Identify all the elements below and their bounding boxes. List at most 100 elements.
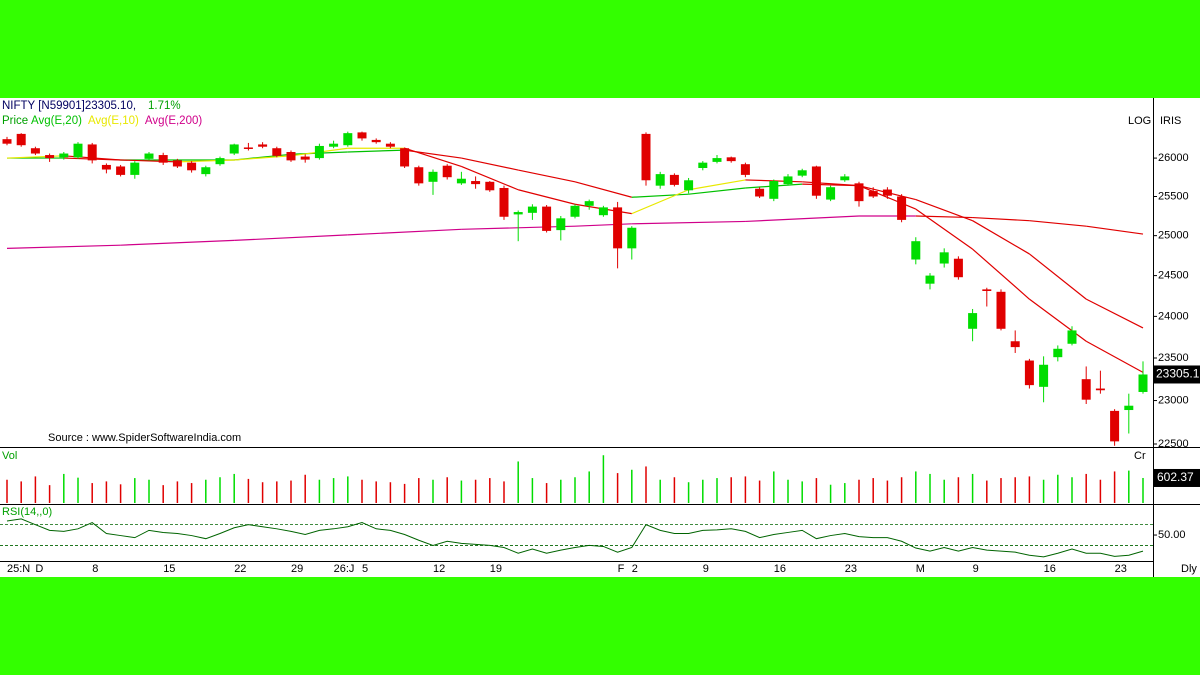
candle-body [428, 171, 438, 182]
x-tick-label: D [35, 563, 43, 575]
candle-body [1053, 348, 1063, 358]
legend-entry: Avg(E,10) [88, 115, 139, 127]
x-tick-label: 9 [973, 563, 979, 575]
candle-body [1138, 374, 1148, 392]
panel-label: IRIS [1160, 115, 1181, 127]
moving-average [631, 193, 689, 198]
candle-body [939, 252, 949, 264]
candle-body [101, 164, 111, 170]
candle-body [400, 148, 410, 167]
volume-bar [574, 477, 576, 503]
x-tick-label: F [618, 563, 625, 575]
frequency-label: Dly [1181, 563, 1197, 575]
candle-body [471, 181, 481, 185]
x-tick-label: 29 [291, 563, 303, 575]
volume-bar [616, 473, 619, 503]
volume-bar [403, 483, 406, 503]
volume-bar [801, 481, 803, 503]
moving-average [1029, 220, 1087, 227]
volume-bar [588, 471, 590, 503]
moving-average [972, 248, 1030, 300]
volume-bar [34, 476, 37, 503]
moving-average [518, 169, 576, 183]
candle-body [329, 143, 339, 147]
volume-bar [205, 479, 207, 503]
moving-average [461, 165, 519, 191]
volume-bar [134, 478, 136, 503]
moving-average [120, 239, 235, 246]
candle-body [627, 227, 637, 249]
candle-body [911, 241, 921, 260]
candle-body [1124, 405, 1134, 411]
moving-average [1029, 298, 1087, 342]
x-tick-label: 23 [845, 563, 857, 575]
candle-body [16, 133, 26, 146]
volume-bar [844, 483, 846, 503]
candle-body [456, 178, 466, 184]
candle-body [797, 170, 807, 176]
volume-bar [347, 476, 349, 503]
volume-bar [304, 474, 306, 503]
volume-bar [148, 479, 150, 503]
volume-value-box [1154, 468, 1200, 487]
volume-bar [1042, 479, 1045, 503]
volume-bar [20, 481, 22, 503]
moving-average [972, 220, 1030, 255]
volume-bar [602, 455, 605, 503]
volume-bar [91, 483, 93, 503]
moving-average [177, 159, 235, 163]
moving-average [915, 208, 973, 250]
moving-average [688, 179, 746, 191]
candle-body [996, 291, 1006, 329]
candle-body [868, 191, 878, 197]
candle-body [414, 167, 424, 184]
volume-bar [219, 477, 221, 503]
candle-body [925, 275, 935, 284]
moving-average [347, 149, 405, 153]
volume-bar [460, 480, 463, 503]
volume-bar [929, 473, 931, 503]
moving-average [461, 157, 519, 171]
candle-body [1067, 330, 1077, 344]
volume-bar [105, 481, 108, 503]
candle-body [769, 181, 779, 199]
x-tick-label: 12 [433, 563, 445, 575]
volume-bar [773, 471, 775, 503]
moving-average [234, 155, 292, 161]
candle-body [258, 144, 268, 147]
y-tick-label: 26000 [1158, 152, 1189, 164]
volume-bar [645, 466, 647, 503]
candle-body [371, 139, 381, 143]
moving-average [688, 187, 746, 195]
volume-bar [702, 479, 704, 503]
volume-bar [829, 484, 832, 503]
candle-body [755, 188, 765, 197]
candle-body [840, 176, 850, 181]
volume-bar [659, 479, 661, 503]
x-tick-label: 23 [1115, 563, 1127, 575]
candle-body [357, 132, 367, 139]
moving-average [120, 159, 178, 163]
candle-body [300, 156, 310, 160]
volume-bar [48, 485, 51, 503]
candle-body [2, 139, 12, 144]
x-tick-label: 16 [774, 563, 786, 575]
y-tick-label: 24000 [1158, 310, 1189, 322]
candle-body [286, 152, 296, 161]
candle-body [499, 187, 509, 217]
volume-bar [1000, 478, 1002, 503]
volume-bar [77, 477, 79, 503]
candle-body [30, 148, 40, 154]
legend-price: Price [2, 115, 28, 127]
volume-bar [503, 481, 505, 503]
candle-body [542, 206, 552, 231]
candle-body [201, 167, 211, 175]
volume-bar [858, 479, 860, 503]
volume-bar [332, 478, 335, 503]
candle-body [1010, 341, 1020, 348]
moving-average [347, 228, 462, 236]
candle-body [826, 187, 836, 200]
moving-average [972, 216, 1030, 222]
volume-bar [318, 479, 321, 503]
